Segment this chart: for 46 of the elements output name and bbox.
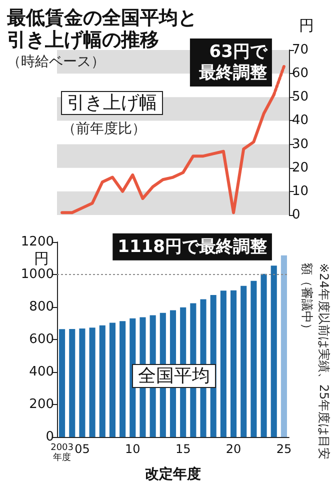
y-tick-label: 20 bbox=[292, 160, 309, 176]
bar bbox=[99, 325, 106, 437]
bar bbox=[109, 322, 116, 437]
bar bbox=[260, 274, 267, 437]
x-tick-label: 25 bbox=[276, 442, 292, 456]
annotation: （前年度比） bbox=[62, 121, 146, 137]
bar bbox=[79, 328, 86, 437]
annotation: 63円で最終調整 bbox=[198, 42, 268, 83]
x-tick-label: 10 bbox=[125, 442, 140, 456]
y-tick-label: 800 bbox=[29, 300, 54, 314]
bar bbox=[270, 266, 277, 437]
series-label: 全国平均 bbox=[138, 366, 210, 386]
y-tick-label: 30 bbox=[292, 136, 309, 152]
bar bbox=[220, 290, 226, 437]
y-tick-label: 600 bbox=[29, 332, 54, 347]
chart-title: 最低賃金の全国平均と引き上げ幅の推移 bbox=[6, 7, 197, 51]
x-tick-label: 2003年度 bbox=[50, 443, 74, 463]
y-tick-label: 50 bbox=[292, 90, 309, 105]
y-tick-label: 0 bbox=[46, 430, 54, 444]
annotation: 1118円で最終調整 bbox=[118, 236, 267, 257]
bar bbox=[280, 255, 287, 437]
bar bbox=[69, 328, 76, 437]
x-tick-label: 20 bbox=[226, 442, 242, 456]
text: 引き上げ幅 bbox=[67, 92, 157, 114]
text: ※24年度以前は実績、25年度は目安額（審議中） bbox=[299, 263, 332, 462]
bar bbox=[230, 290, 237, 437]
y-tick-label: 400 bbox=[29, 364, 54, 380]
y-axis-title: 円 bbox=[34, 250, 49, 268]
chart-subtitle: （時給ベース） bbox=[7, 54, 105, 70]
y-tick-label: 0 bbox=[292, 208, 300, 222]
y-tick-label: 40 bbox=[292, 113, 309, 128]
y-tick-label: 10 bbox=[292, 184, 309, 199]
bar bbox=[89, 328, 96, 437]
x-tick-label: 05 bbox=[74, 442, 90, 456]
x-axis-title: 改定年度 bbox=[145, 465, 201, 482]
y-tick-label: 200 bbox=[29, 397, 54, 412]
bar bbox=[120, 321, 126, 437]
y-tick-label: 60 bbox=[292, 66, 309, 82]
bar bbox=[240, 286, 247, 437]
y-tick-label: 70 bbox=[292, 42, 309, 58]
bar bbox=[250, 280, 257, 437]
y-tick-label: 1000 bbox=[20, 267, 54, 282]
x-tick-label: 15 bbox=[175, 442, 191, 456]
y-axis-title: 円 bbox=[299, 16, 314, 34]
y-tick-label: 1200 bbox=[20, 234, 54, 250]
bar bbox=[59, 329, 66, 437]
